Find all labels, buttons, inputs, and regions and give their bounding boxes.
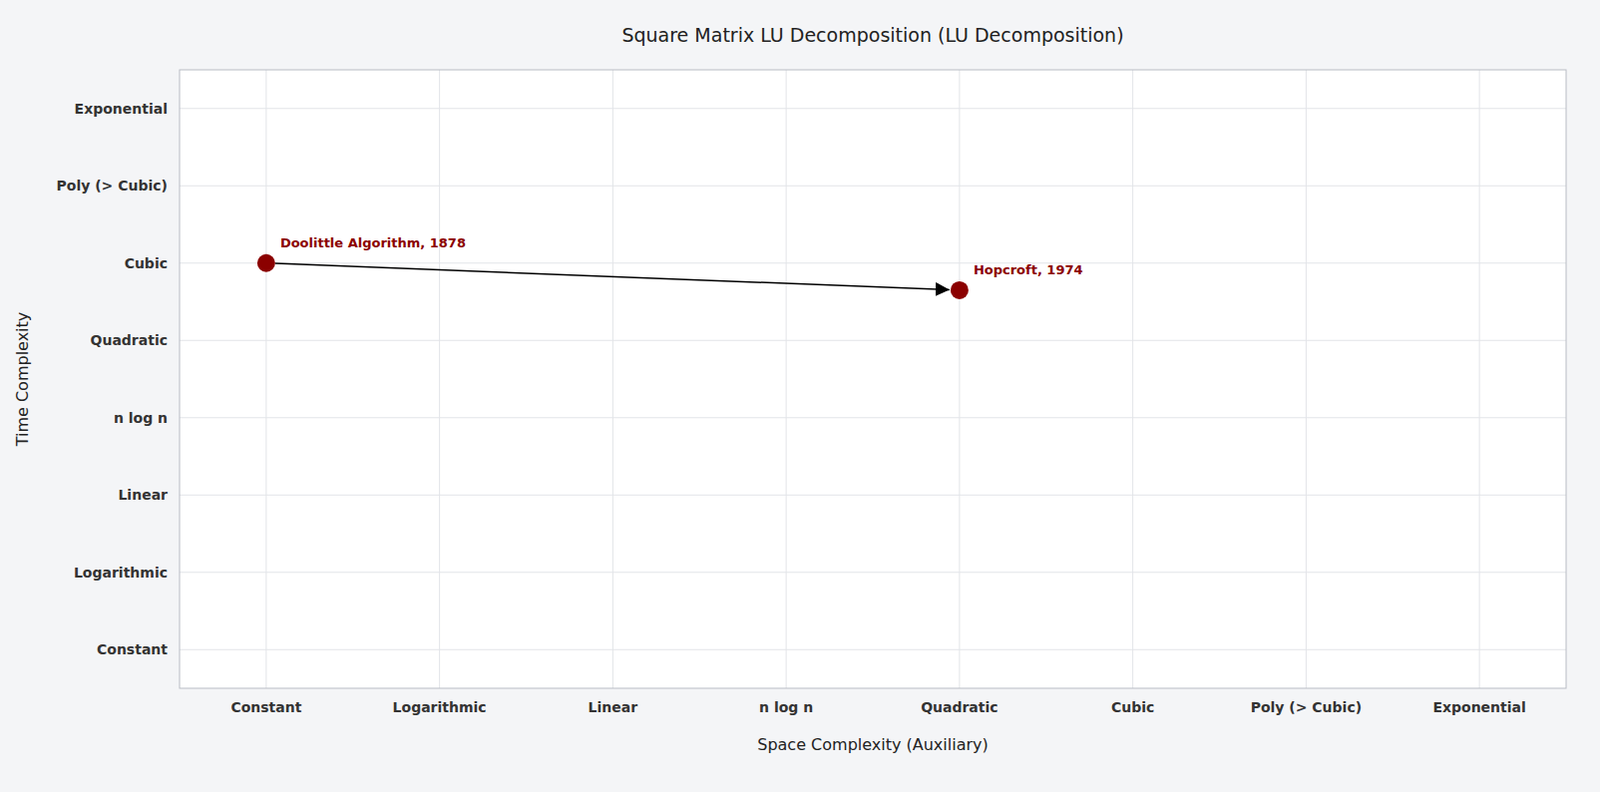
- y-tick-label: Poly (> Cubic): [56, 177, 168, 194]
- data-layer: [257, 254, 969, 300]
- y-grid-line: [179, 262, 1567, 264]
- x-tick-label: n log n: [759, 699, 813, 716]
- y-tick-label: Cubic: [124, 255, 168, 272]
- x-tick-label: Exponential: [1432, 699, 1526, 716]
- plot-frame: [179, 69, 1567, 689]
- x-tick-label: Poly (> Cubic): [1250, 699, 1362, 716]
- x-tick-label: Cubic: [1111, 699, 1155, 716]
- x-grid-line: [265, 69, 267, 689]
- x-axis-label: Space Complexity (Auxiliary): [757, 735, 989, 755]
- y-grid-line: [179, 340, 1567, 342]
- x-tick-label: Linear: [588, 699, 639, 716]
- arrow: [275, 263, 950, 290]
- point-labels: Doolittle Algorithm, 1878 Hopcroft, 1974: [280, 235, 1084, 278]
- point-label: Hopcroft, 1974: [973, 262, 1084, 278]
- plot-background: [179, 69, 1567, 689]
- y-tick-label: Linear: [117, 486, 168, 503]
- y-tick-label: Exponential: [74, 100, 168, 117]
- y-grid-line: [179, 494, 1567, 496]
- x-grid-line: [438, 69, 440, 689]
- grid: [179, 69, 1567, 689]
- title: Square Matrix LU Decomposition (LU Decom…: [621, 23, 1124, 46]
- y-axis-label: Time Complexity: [12, 312, 32, 448]
- x-tick-label: Quadratic: [920, 699, 998, 716]
- tick-labels: Constant Logarithmic Linear n log n Quadrati…: [56, 100, 1527, 716]
- y-grid-line: [179, 649, 1567, 651]
- x-tick-label: Logarithmic: [393, 699, 487, 716]
- y-tick-label: n log n: [113, 409, 168, 426]
- y-tick-label: Quadratic: [90, 332, 168, 349]
- x-grid-line: [958, 69, 960, 689]
- y-grid-line: [179, 416, 1567, 418]
- y-tick-label: Constant: [96, 641, 168, 658]
- point-label: Doolittle Algorithm, 1878: [280, 235, 466, 251]
- x-grid-line: [786, 69, 788, 689]
- x-grid-line: [612, 69, 614, 689]
- point: [950, 281, 969, 300]
- chart: Constant Logarithmic Linear n log n Quadrati…: [0, 0, 1600, 792]
- x-tick-label: Constant: [230, 699, 302, 716]
- y-grid-line: [179, 107, 1567, 109]
- y-grid-line: [179, 185, 1567, 187]
- x-grid-line: [1305, 69, 1307, 689]
- y-tick-label: Logarithmic: [73, 564, 168, 581]
- x-grid-line: [1132, 69, 1134, 689]
- x-grid-line: [1479, 69, 1481, 689]
- point: [257, 254, 276, 273]
- y-grid-line: [179, 571, 1567, 573]
